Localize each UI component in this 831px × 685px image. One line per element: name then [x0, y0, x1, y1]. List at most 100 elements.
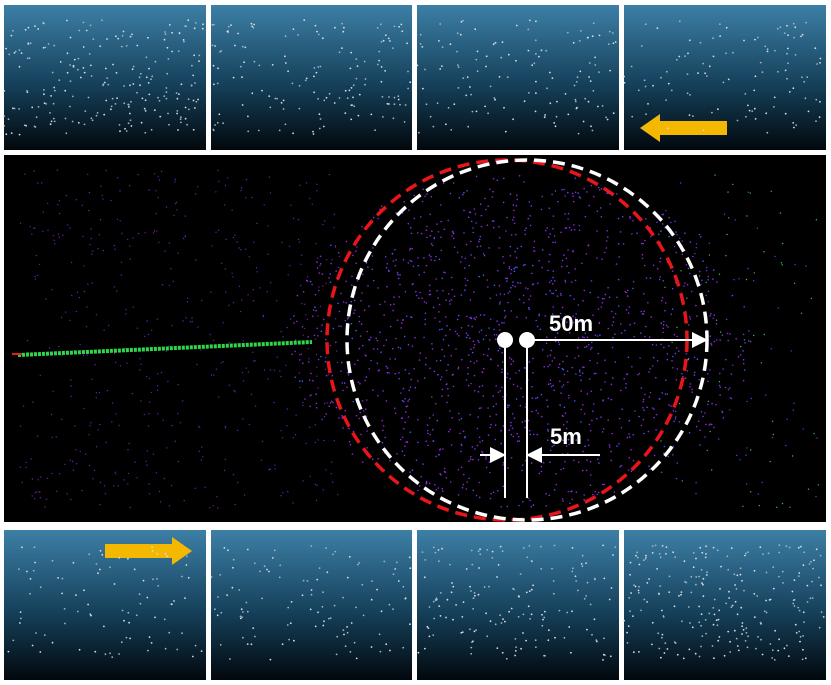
point	[366, 330, 369, 333]
point	[470, 646, 473, 649]
point	[580, 30, 582, 32]
point	[499, 614, 501, 617]
point	[610, 450, 612, 453]
point	[533, 433, 535, 436]
point	[545, 342, 548, 345]
point	[562, 439, 564, 442]
point	[512, 435, 515, 438]
point	[279, 370, 281, 372]
point	[699, 41, 702, 44]
point	[457, 66, 460, 68]
point	[449, 328, 451, 331]
point	[769, 643, 772, 645]
point	[384, 301, 386, 303]
point	[88, 434, 90, 436]
point	[26, 90, 28, 92]
point	[103, 329, 105, 331]
point	[800, 545, 802, 548]
point	[53, 86, 56, 89]
point	[611, 324, 613, 327]
point	[413, 217, 416, 220]
point	[322, 489, 324, 491]
point	[661, 223, 664, 225]
point	[559, 292, 562, 295]
point	[125, 313, 127, 315]
point	[404, 421, 407, 424]
point	[170, 267, 172, 270]
point	[445, 316, 447, 318]
point	[486, 224, 489, 226]
point	[20, 52, 23, 54]
point	[241, 616, 244, 618]
point	[395, 212, 398, 214]
point	[689, 316, 691, 318]
point	[664, 642, 667, 644]
point	[49, 123, 52, 126]
point	[201, 299, 203, 302]
point	[505, 657, 508, 660]
point	[637, 589, 640, 592]
point	[313, 91, 315, 94]
point	[551, 445, 553, 448]
point	[159, 115, 162, 118]
point	[578, 371, 581, 373]
point	[361, 225, 363, 228]
point	[725, 255, 727, 257]
point	[521, 469, 523, 472]
point	[329, 617, 332, 619]
point	[472, 608, 474, 610]
point	[370, 646, 373, 648]
point	[777, 649, 780, 652]
point	[445, 383, 448, 386]
point	[747, 191, 749, 193]
point	[181, 632, 183, 635]
point	[370, 359, 372, 362]
point	[507, 406, 509, 409]
point	[307, 336, 310, 338]
point	[687, 606, 690, 608]
point	[42, 46, 45, 49]
point	[673, 605, 676, 608]
point	[397, 98, 400, 101]
point	[770, 190, 772, 192]
point	[239, 310, 242, 313]
point	[728, 597, 730, 599]
point	[567, 212, 570, 215]
point	[700, 645, 702, 648]
point	[78, 29, 81, 32]
point	[594, 334, 597, 336]
point	[510, 272, 512, 275]
point	[355, 329, 358, 332]
point	[417, 257, 419, 259]
point	[652, 84, 654, 87]
point	[711, 111, 713, 114]
point	[528, 298, 530, 301]
point	[671, 308, 674, 310]
point	[360, 433, 362, 436]
point	[346, 386, 348, 389]
point	[747, 267, 749, 270]
point	[368, 368, 371, 370]
point	[222, 322, 224, 324]
point	[815, 98, 818, 101]
point	[492, 405, 495, 408]
point	[424, 323, 427, 326]
point	[534, 639, 537, 642]
point	[678, 20, 681, 23]
point	[321, 418, 323, 421]
point	[71, 460, 74, 463]
point	[672, 445, 675, 448]
point	[158, 241, 160, 243]
point	[514, 638, 517, 640]
point	[405, 441, 408, 443]
point	[156, 385, 159, 387]
point	[581, 336, 584, 338]
point	[491, 220, 494, 222]
point	[574, 279, 577, 282]
point	[440, 220, 443, 223]
point	[388, 96, 390, 98]
point	[298, 241, 300, 243]
point	[514, 285, 516, 288]
point	[646, 406, 648, 409]
point	[577, 355, 580, 357]
